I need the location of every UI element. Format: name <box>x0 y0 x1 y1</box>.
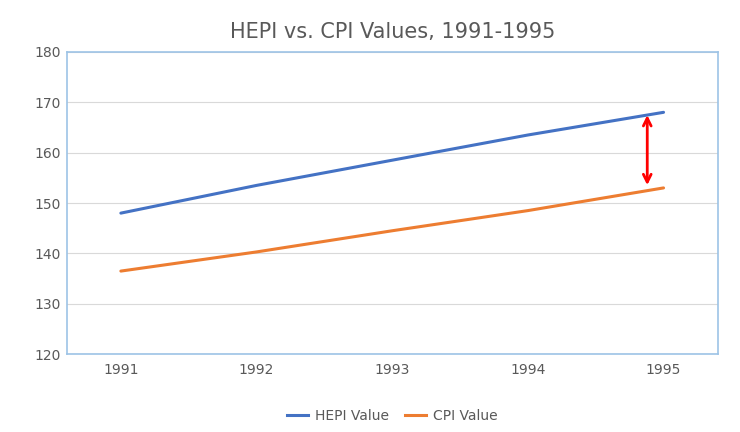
Legend: HEPI Value, CPI Value: HEPI Value, CPI Value <box>281 403 503 429</box>
Title: HEPI vs. CPI Values, 1991-1995: HEPI vs. CPI Values, 1991-1995 <box>229 22 555 42</box>
